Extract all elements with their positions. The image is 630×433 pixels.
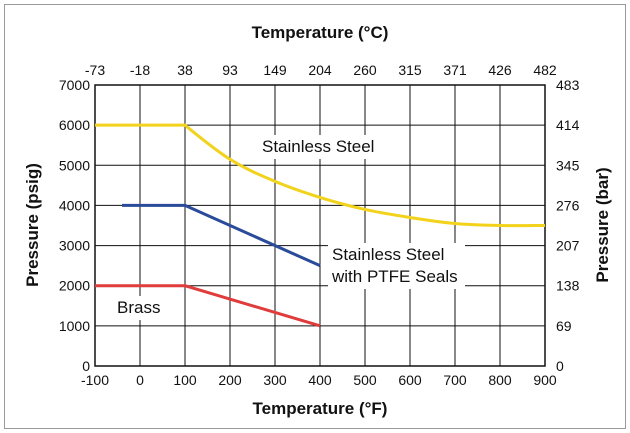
top-tick-label: 149 bbox=[263, 62, 287, 78]
top-tick-label: 38 bbox=[177, 62, 193, 78]
y-tick-label-right: 207 bbox=[556, 238, 580, 254]
series-labels: Stainless Steel Stainless Steel with PTFE … bbox=[113, 135, 465, 320]
series-label-stainless-steel-ptfe: with PTFE Seals bbox=[331, 267, 458, 286]
y-tick-label-left: 3000 bbox=[59, 238, 90, 254]
x-tick-label: 600 bbox=[398, 372, 422, 388]
top-tick-labels: -73 -18 38 93 149 204 260 315 371 426 482 bbox=[85, 62, 557, 78]
y-tick-label-left: 6000 bbox=[59, 117, 90, 133]
series-line-stainless-steel bbox=[95, 123, 546, 228]
y-tick-label-right: 414 bbox=[556, 117, 580, 133]
top-tick-label: 93 bbox=[222, 62, 238, 78]
y-tick-label-left: 0 bbox=[82, 358, 90, 374]
top-tick-label: -73 bbox=[85, 62, 105, 78]
top-tick-label: 371 bbox=[443, 62, 467, 78]
x-tick-label: 700 bbox=[443, 372, 467, 388]
top-tick-label: 204 bbox=[308, 62, 332, 78]
x-tick-label: 200 bbox=[218, 372, 242, 388]
x-tick-label: 800 bbox=[488, 372, 512, 388]
series-line-stainless-steel-with-ptfe-seals bbox=[122, 203, 321, 268]
x-tick-label: 0 bbox=[136, 372, 144, 388]
y-tick-label-right: 345 bbox=[556, 157, 580, 173]
x-axis-title: Temperature (°F) bbox=[253, 399, 388, 418]
y-tick-labels: 0 1000 2000 3000 4000 5000 6000 7000 bbox=[59, 77, 90, 374]
top-tick-label: 426 bbox=[488, 62, 512, 78]
top-axis-title: Temperature (°C) bbox=[252, 23, 389, 42]
y-tick-label-right: 483 bbox=[556, 77, 580, 93]
top-tick-label: 315 bbox=[398, 62, 422, 78]
y-tick-label-right: 0 bbox=[556, 358, 564, 374]
y-axis-title-right: Pressure (bar) bbox=[593, 167, 612, 282]
y-tick-label-left: 4000 bbox=[59, 197, 90, 213]
y-tick-label-left: 7000 bbox=[59, 77, 90, 93]
series-label-stainless-steel-ptfe-backdrop bbox=[328, 243, 465, 289]
x-tick-label: 100 bbox=[173, 372, 197, 388]
top-tick-label: 260 bbox=[353, 62, 377, 78]
y-tick-label-left: 1000 bbox=[59, 318, 90, 334]
series-label-stainless-steel: Stainless Steel bbox=[262, 137, 374, 156]
x-tick-label: 900 bbox=[533, 372, 557, 388]
y-tick-label-right: 138 bbox=[556, 278, 580, 294]
top-tick-label: 482 bbox=[533, 62, 557, 78]
x-tick-label: -100 bbox=[81, 372, 109, 388]
x-tick-label: 300 bbox=[263, 372, 287, 388]
series-label-stainless-steel-backdrop bbox=[258, 135, 395, 159]
y-tick-label-left: 5000 bbox=[59, 157, 90, 173]
x-tick-labels: -100 0 100 200 300 400 500 600 700 800 900 bbox=[81, 372, 557, 388]
y-tick-label-left: 2000 bbox=[59, 278, 90, 294]
series-label-stainless-steel-ptfe: Stainless Steel bbox=[332, 245, 444, 264]
series-lines bbox=[95, 123, 546, 328]
y-tick-label-right: 276 bbox=[556, 197, 580, 213]
series-label-brass-backdrop bbox=[113, 296, 164, 320]
chart-frame bbox=[4, 4, 626, 429]
series-label-brass: Brass bbox=[117, 298, 160, 317]
right-tick-labels: 0 69 138 207 276 345 414 483 bbox=[556, 77, 580, 374]
series-line-brass bbox=[95, 284, 321, 328]
x-tick-label: 400 bbox=[308, 372, 332, 388]
top-tick-label: -18 bbox=[130, 62, 150, 78]
y-tick-label-right: 69 bbox=[556, 318, 572, 334]
x-tick-label: 500 bbox=[353, 372, 377, 388]
y-axis-title-left: Pressure (psig) bbox=[23, 163, 42, 287]
